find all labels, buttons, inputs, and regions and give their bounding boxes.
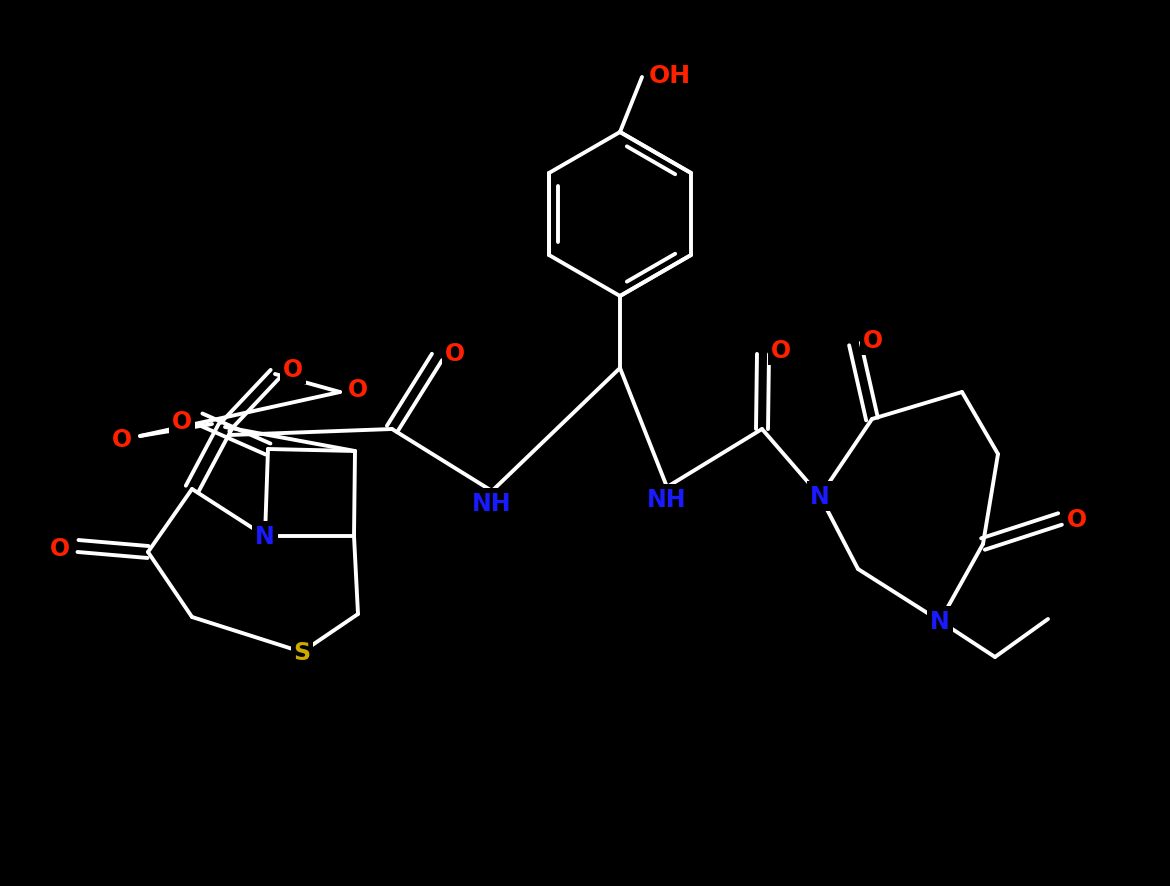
Text: N: N — [810, 485, 830, 509]
Text: O: O — [863, 329, 883, 353]
Text: O: O — [445, 342, 464, 366]
Text: O: O — [112, 428, 132, 452]
Text: OH: OH — [649, 64, 691, 88]
Text: NH: NH — [473, 492, 511, 516]
Text: O: O — [283, 358, 303, 382]
Text: N: N — [930, 610, 950, 633]
Text: S: S — [294, 641, 310, 664]
Text: O: O — [172, 409, 192, 433]
Text: O: O — [347, 377, 369, 401]
Text: O: O — [50, 536, 70, 560]
Text: O: O — [771, 338, 791, 362]
Text: N: N — [255, 525, 275, 548]
Text: O: O — [1067, 508, 1087, 532]
Text: NH: NH — [647, 487, 687, 511]
